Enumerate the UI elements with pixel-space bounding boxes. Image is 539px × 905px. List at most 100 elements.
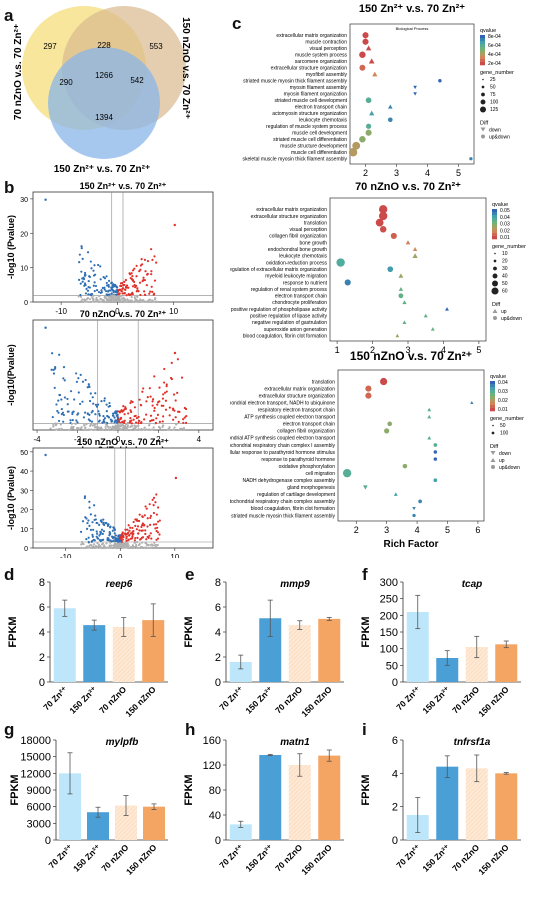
go-bubble bbox=[365, 385, 372, 392]
volcano-point bbox=[139, 293, 142, 297]
volcano-point bbox=[110, 281, 113, 284]
volcano-point bbox=[111, 285, 114, 289]
volcano-point bbox=[149, 543, 153, 546]
volcano-point bbox=[88, 275, 91, 279]
volcano-y-tick-label: 10 bbox=[20, 527, 28, 534]
volcano-point bbox=[60, 413, 63, 416]
volcano-point bbox=[84, 411, 87, 414]
volcano-point bbox=[153, 409, 156, 412]
volcano-point bbox=[130, 422, 133, 425]
volcano-point bbox=[134, 428, 137, 431]
go-legend-diff-item: up&down bbox=[501, 316, 522, 322]
volcano-point bbox=[156, 403, 159, 406]
go-legend-qvalue-gradient bbox=[490, 408, 495, 412]
bar-0 bbox=[406, 612, 429, 682]
volcano-point bbox=[63, 379, 66, 382]
volcano-point bbox=[142, 428, 145, 431]
volcano-point bbox=[116, 420, 119, 423]
go-legend-qvalue-tick: 0.03 bbox=[500, 222, 510, 228]
go-legend-qvalue-gradient bbox=[480, 56, 485, 60]
volcano-point bbox=[75, 427, 79, 430]
volcano-y-tick-label: 30 bbox=[20, 197, 28, 204]
volcano-point bbox=[144, 300, 147, 303]
go-legend-gene-dot bbox=[481, 92, 485, 97]
volcano-point bbox=[128, 533, 131, 537]
volcano-point bbox=[182, 427, 186, 430]
go-x-tick-label: 4 bbox=[425, 168, 430, 178]
volcano-point bbox=[88, 413, 91, 416]
volcano-point bbox=[92, 298, 95, 301]
volcano-point bbox=[94, 284, 98, 288]
volcano-point bbox=[138, 398, 141, 401]
volcano-point bbox=[52, 368, 55, 372]
volcano-point bbox=[97, 290, 101, 294]
bar-0 bbox=[229, 662, 252, 682]
go-x-tick-label: 4 bbox=[441, 345, 446, 355]
volcano-point bbox=[44, 326, 47, 329]
volcano-y-label: -log10 (Pvalue) bbox=[6, 215, 16, 279]
volcano-point bbox=[93, 546, 97, 550]
volcano-point bbox=[104, 546, 108, 550]
volcano-point bbox=[82, 543, 85, 546]
volcano-point bbox=[152, 504, 155, 507]
volcano-point bbox=[79, 282, 82, 285]
volcano-point bbox=[87, 383, 90, 386]
go-bubble bbox=[359, 51, 366, 59]
go-x-tick-label: 3 bbox=[394, 168, 399, 178]
bar-0 bbox=[229, 824, 252, 840]
go-term-label: blood coagulation, fibrin clot formation bbox=[251, 506, 335, 512]
volcano-point bbox=[121, 287, 124, 291]
go-legend-diff-down-icon bbox=[490, 451, 496, 455]
volcano-point bbox=[113, 290, 116, 293]
volcano-point bbox=[118, 292, 121, 295]
volcano-point bbox=[107, 537, 110, 540]
go-term-label: striated muscle cell development bbox=[274, 98, 347, 104]
volcano-point bbox=[149, 514, 153, 517]
go-legend-gene-title: gene_number bbox=[480, 70, 514, 76]
volcano-point bbox=[184, 421, 188, 425]
go-bubble-up bbox=[365, 45, 372, 51]
bar-y-tick-label: 6 bbox=[392, 735, 398, 747]
volcano-point bbox=[130, 300, 133, 303]
volcano-point bbox=[118, 297, 121, 300]
go-legend-qvalue-gradient bbox=[492, 227, 497, 231]
volcano-point bbox=[105, 300, 108, 304]
volcano-point bbox=[101, 421, 104, 424]
volcano-point bbox=[129, 537, 132, 540]
panel-label-f: f bbox=[362, 565, 368, 584]
volcano-point bbox=[139, 403, 142, 407]
volcano-point bbox=[72, 410, 75, 413]
volcano-point bbox=[120, 422, 123, 425]
go-bubble-up bbox=[395, 333, 400, 338]
bar-category-label: 150 Zn²⁺ bbox=[71, 842, 103, 874]
bar-y-tick-label: 6000 bbox=[27, 802, 51, 814]
volcano-point bbox=[153, 406, 156, 410]
go-term-label: regulation of cartilage development bbox=[257, 492, 335, 498]
volcano-point bbox=[114, 536, 117, 540]
go-legend-diff-item: up bbox=[501, 309, 507, 315]
volcano-point bbox=[141, 390, 144, 393]
volcano-point bbox=[125, 537, 128, 540]
volcano-point bbox=[149, 298, 152, 301]
bar-y-tick-label: 4 bbox=[39, 627, 45, 639]
volcano-title: 150 Zn²⁺ v.s. 70 Zn²⁺ bbox=[80, 181, 167, 191]
go-legend-qvalue-gradient bbox=[492, 215, 497, 219]
go-legend-qvalue-gradient bbox=[490, 396, 495, 400]
volcano-point bbox=[114, 424, 117, 427]
volcano-point bbox=[146, 535, 149, 539]
bar-y-tick-label: 100 bbox=[380, 644, 398, 656]
volcano-point bbox=[127, 286, 130, 289]
volcano-x-tick-label: -10 bbox=[60, 553, 72, 558]
volcano-point bbox=[95, 405, 99, 408]
volcano-point bbox=[111, 284, 114, 287]
volcano-point bbox=[153, 297, 157, 301]
volcano-point bbox=[78, 261, 81, 264]
volcano-point bbox=[113, 426, 116, 429]
volcano-point bbox=[85, 538, 88, 541]
volcano-point bbox=[75, 419, 78, 422]
volcano-point bbox=[133, 424, 136, 427]
venn-circle-zn150 bbox=[48, 47, 160, 159]
volcano-point bbox=[62, 413, 65, 417]
volcano-point bbox=[127, 300, 130, 304]
bar-category-label: 70 Zn²⁺ bbox=[394, 684, 422, 712]
